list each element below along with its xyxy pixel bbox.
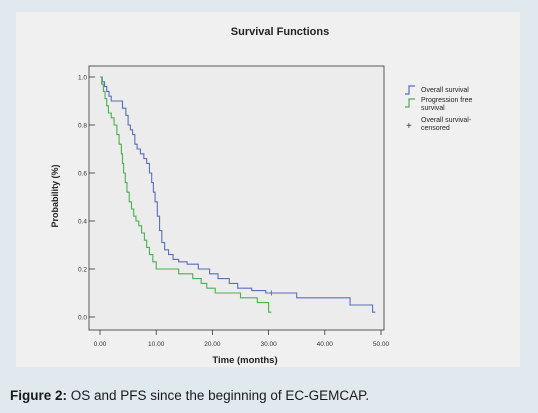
figure-caption: Figure 2: OS and PFS since the beginning… [10, 388, 369, 403]
series-layer [100, 76, 376, 313]
x-tick-label: 20.00 [204, 341, 221, 348]
legend: Overall survival Progression free surviv… [405, 85, 472, 132]
chart-title: Survival Functions [231, 26, 329, 38]
y-axis: 0.0 0.2 0.4 0.6 0.8 1.0 [78, 75, 95, 322]
y-tick-label: 0.0 [78, 315, 87, 322]
caption-text: OS and PFS since the beginning of EC-GEM… [67, 388, 370, 403]
legend-censored-symbol: + [406, 121, 412, 132]
y-tick-label: 1.0 [78, 75, 87, 82]
legend-censored-label-line1: Overall survival- [421, 117, 472, 124]
plot-area [88, 65, 385, 331]
y-tick-label: 0.2 [78, 267, 87, 274]
x-tick-label: 0.00 [94, 341, 107, 348]
legend-pfs-label-line2: survival [421, 105, 445, 112]
x-tick-label: 30.00 [260, 341, 277, 348]
legend-censored-label-line2: censored [421, 125, 450, 132]
y-tick-label: 0.6 [78, 171, 87, 178]
censored-marker [268, 290, 274, 296]
survival-chart: Survival Functions 0.0 0.2 0.4 0.6 0.8 1.0 0.… [50, 26, 472, 366]
legend-pfs-label-line1: Progression free [421, 97, 472, 104]
y-tick-label: 0.4 [78, 219, 87, 226]
x-tick-label: 40.00 [317, 341, 334, 348]
y-tick-label: 0.8 [78, 123, 87, 130]
overall-survival-line [100, 76, 376, 313]
caption-label: Figure 2: [10, 388, 68, 403]
x-axis: 0.00 10.00 20.00 30.00 40.00 50.00 [94, 330, 390, 348]
legend-pfs-swatch [405, 98, 415, 108]
legend-os-swatch [405, 85, 415, 95]
y-axis-label: Probability (%) [50, 164, 60, 227]
x-tick-label: 50.00 [373, 341, 390, 348]
x-tick-label: 10.00 [148, 341, 165, 348]
x-axis-label: Time (months) [212, 355, 277, 366]
progression-free-survival-line [100, 76, 272, 313]
legend-os-label: Overall survival [421, 87, 469, 94]
